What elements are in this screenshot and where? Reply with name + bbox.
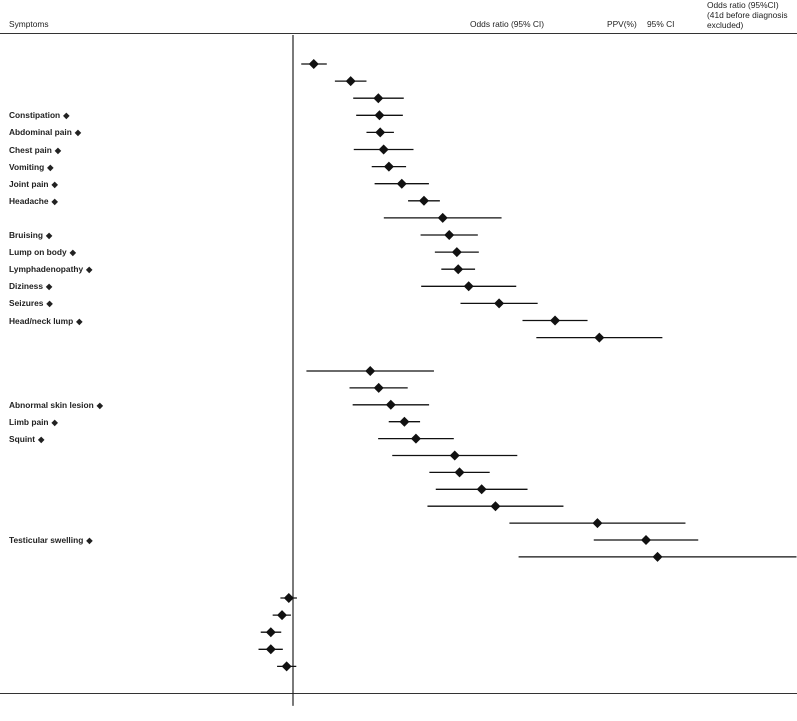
point-estimate-diamond	[396, 178, 407, 189]
marker-diamond-icon: ◆	[45, 231, 53, 240]
marker-diamond-icon: ◆	[54, 145, 61, 155]
header-ci: 95% CI	[647, 19, 675, 29]
point-estimate-diamond	[550, 315, 561, 326]
row-label: Seizures ◆	[9, 298, 53, 309]
marker-diamond-icon: ◆	[51, 417, 58, 427]
header-odds-ratio-excluded-2: (41d before diagnosis	[707, 10, 788, 20]
row-label: Testicular swelling ◆	[9, 535, 92, 546]
header-odds-ratio: Odds ratio (95% CI)	[470, 19, 545, 29]
marker-diamond-icon: ◆	[47, 162, 54, 172]
row-label-text: Testicular swelling	[9, 535, 84, 545]
marker-diamond-icon: ◆	[86, 265, 93, 275]
row-label-text: Joint pain	[9, 178, 49, 189]
marker-diamond-icon: ◆	[45, 282, 53, 292]
header-symptoms: Symptoms	[9, 19, 49, 29]
header-rule	[0, 33, 797, 34]
marker-diamond-icon: ◆	[38, 434, 45, 444]
point-estimate-diamond	[490, 501, 501, 512]
row-label: Diziness ◆	[9, 281, 52, 292]
point-estimate-diamond	[449, 450, 460, 461]
row-label-text: Squint	[9, 433, 36, 444]
row-label-text: Diziness	[9, 281, 43, 292]
marker-diamond-icon: ◆	[51, 196, 58, 206]
point-estimate-diamond	[399, 416, 410, 427]
marker-diamond-icon: ◆	[74, 128, 81, 138]
point-estimate-diamond	[374, 110, 385, 121]
row-label: Lump on body ◆	[9, 247, 76, 258]
point-estimate-diamond	[373, 382, 384, 393]
axis-rule	[0, 693, 797, 694]
point-estimate-diamond	[375, 127, 386, 138]
point-estimate-diamond	[594, 332, 605, 343]
row-label-text: Headache	[9, 195, 49, 206]
point-estimate-diamond	[410, 433, 421, 444]
marker-diamond-icon: ◆	[76, 316, 83, 326]
point-estimate-diamond	[652, 551, 663, 562]
marker-diamond-icon: ◆	[51, 179, 58, 189]
row-label: Joint pain ◆	[9, 179, 58, 190]
header-odds-ratio-excluded-1: Odds ratio (95%CI)	[707, 0, 779, 10]
point-estimate-diamond	[451, 247, 462, 258]
row-label: Constipation ◆	[9, 110, 69, 121]
point-estimate-diamond	[277, 610, 288, 621]
point-estimate-diamond	[592, 518, 603, 529]
row-label-text: Abdominal pain	[9, 127, 72, 138]
row-label-text: Head/neck lump	[9, 315, 74, 326]
point-estimate-diamond	[437, 212, 448, 223]
marker-diamond-icon: ◆	[96, 400, 103, 410]
row-label: Limb pain ◆	[9, 417, 58, 428]
point-estimate-diamond	[373, 93, 384, 104]
point-estimate-diamond	[281, 661, 292, 672]
row-label-text: Abnormal skin lesion	[9, 399, 94, 410]
row-label: Head/neck lump ◆	[9, 316, 82, 327]
row-label-text: Bruising	[9, 230, 43, 240]
point-estimate-diamond	[444, 230, 455, 240]
point-estimate-diamond	[345, 76, 356, 87]
point-estimate-diamond	[283, 593, 294, 603]
point-estimate-diamond	[454, 467, 465, 478]
point-estimate-diamond	[418, 195, 429, 206]
row-label-text: Lymphadenopathy	[9, 264, 84, 275]
header-ppv: PPV(%)	[607, 19, 637, 29]
point-estimate-diamond	[453, 264, 464, 275]
row-label-text: Limb pain	[9, 416, 49, 427]
point-estimate-diamond	[385, 399, 396, 410]
row-label: Lymphadenopathy ◆	[9, 264, 92, 275]
row-label-text: Lump on body	[9, 247, 67, 258]
row-label: Vomiting ◆	[9, 162, 53, 173]
marker-diamond-icon: ◆	[46, 299, 53, 309]
point-estimate-diamond	[365, 366, 376, 376]
point-estimate-diamond	[476, 484, 487, 495]
row-label: Squint ◆	[9, 434, 44, 445]
point-estimate-diamond	[378, 144, 389, 155]
point-estimate-diamond	[640, 535, 651, 545]
row-label-text: Constipation	[9, 110, 61, 121]
point-estimate-diamond	[383, 161, 394, 172]
row-label: Abdominal pain ◆	[9, 127, 81, 138]
row-label-text: Seizures	[9, 298, 44, 309]
point-estimate-diamond	[308, 59, 319, 69]
marker-diamond-icon: ◆	[86, 536, 93, 545]
row-label: Abnormal skin lesion ◆	[9, 400, 103, 411]
point-estimate-diamond	[265, 627, 276, 638]
row-label: Headache ◆	[9, 196, 58, 207]
point-estimate-diamond	[494, 298, 505, 309]
point-estimate-diamond	[463, 281, 474, 292]
header-odds-ratio-excluded-3: excluded)	[707, 20, 744, 30]
row-label: Bruising ◆	[9, 230, 52, 241]
row-label-text: Vomiting	[9, 161, 45, 172]
row-label-text: Chest pain	[9, 144, 52, 155]
marker-diamond-icon: ◆	[63, 111, 70, 121]
row-label: Chest pain ◆	[9, 145, 61, 156]
point-estimate-diamond	[265, 644, 276, 655]
marker-diamond-icon: ◆	[69, 248, 76, 258]
